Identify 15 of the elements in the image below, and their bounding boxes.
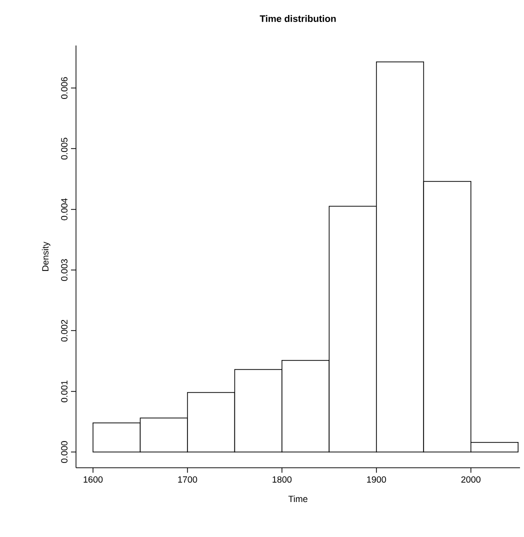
y-tick-label: 0.001 bbox=[61, 380, 68, 402]
y-tick-label: 0.006 bbox=[61, 77, 68, 99]
y-axis-title: Density bbox=[42, 242, 50, 271]
y-tick-label: 0.003 bbox=[61, 259, 68, 281]
x-tick-label: 1800 bbox=[272, 476, 292, 483]
y-tick-label: 0.002 bbox=[61, 320, 68, 342]
x-tick-label: 1900 bbox=[367, 476, 386, 483]
x-tick-label: 2000 bbox=[461, 476, 480, 483]
x-tick-label: 1600 bbox=[84, 476, 103, 483]
y-tick-label: 0.005 bbox=[61, 138, 68, 160]
y-tick-label: 0.004 bbox=[61, 198, 68, 220]
x-axis-title: Time bbox=[288, 496, 308, 502]
x-tick-label: 1700 bbox=[178, 476, 198, 483]
y-tick-label: 0.000 bbox=[61, 441, 68, 463]
chart-title: Time distribution bbox=[260, 15, 336, 22]
